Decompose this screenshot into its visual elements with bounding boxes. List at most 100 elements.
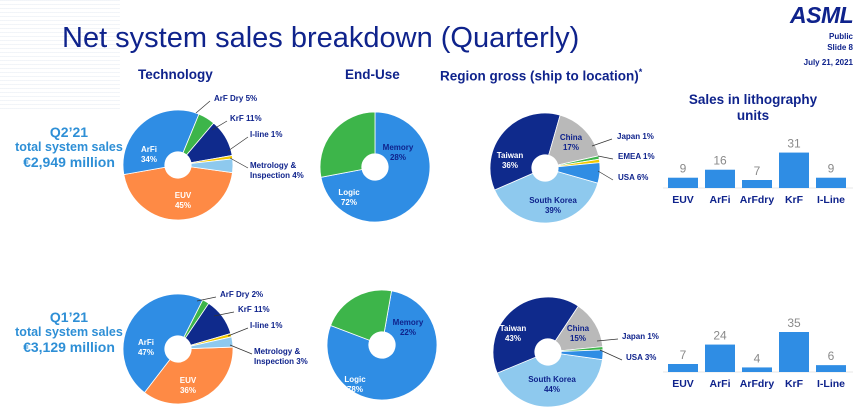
pie-slice-taiwan — [492, 296, 579, 374]
pie-slice-taiwan — [489, 112, 561, 191]
footnote-mark: * — [638, 67, 643, 77]
asml-logo: ASML — [790, 2, 854, 28]
bar-arfi — [705, 169, 735, 188]
bar-category-euv: EUV — [672, 378, 694, 390]
bar-chart-q1-21: 7 EUV 24 ArFi 4 ArFdry 35 KrF 6 I-Line — [663, 316, 853, 390]
classification-label: Public — [828, 32, 853, 41]
pie-slice-south-korea — [496, 353, 603, 408]
bar-value-i-line: 9 — [828, 162, 835, 176]
pie-label-usa: USA 3% — [626, 353, 656, 362]
pie-label-euv: EUV 45% — [175, 191, 192, 210]
bar-arfi — [705, 344, 735, 372]
bar-category-arfi: ArFi — [710, 194, 731, 206]
pie-slice-arfi — [122, 293, 204, 394]
bar-value-arfi: 24 — [713, 329, 727, 343]
leader-line — [596, 338, 619, 342]
pie-slice-logic — [320, 111, 431, 223]
pie-slice-euv — [123, 166, 233, 221]
pie-region-gross-ship-to-location-q1-21: South Korea 44% Taiwan 43% China 15% Japan 1% U… — [492, 296, 659, 408]
leader-line — [597, 155, 614, 160]
pie-technology-q2-21: EUV 45% ArFi 34% ArF Dry 5% KrF 11% I-line 1% M… — [122, 94, 304, 221]
leader-line — [211, 120, 228, 131]
pie-label-memory: Memory 28% — [383, 143, 414, 162]
pie-label-arfi: ArFi 47% — [138, 338, 154, 357]
bar-value-euv: 9 — [680, 162, 687, 176]
leader-line — [196, 296, 217, 302]
background-lines — [0, 0, 120, 110]
pie-label-metrology: Metrology & Inspection 3% — [254, 347, 308, 366]
pie-label-emea: EMEA 1% — [618, 152, 655, 161]
q1-label: Q1’21 total system sales €3,129 million — [8, 309, 130, 355]
q1-subtitle: total system sales — [15, 325, 123, 339]
pie-label-japan: Japan 1% — [617, 132, 654, 141]
bar-i-line — [816, 177, 846, 188]
bar-chart-q2-21: 9 EUV 16 ArFi 7 ArFdry 31 KrF 9 I-Line — [663, 137, 853, 206]
page-title: Net system sales breakdown (Quarterly) — [62, 22, 580, 54]
bar-category-i-line: I-Line — [817, 378, 845, 390]
bar-i-line — [816, 365, 846, 372]
bar-value-euv: 7 — [680, 348, 687, 362]
pie-slice-memory — [330, 289, 393, 341]
bar-category-arfi: ArFi — [710, 378, 731, 390]
bar-category-i-line: I-Line — [817, 194, 845, 206]
pie-label-usa: USA 6% — [618, 173, 648, 182]
pie-slice-metrology — [190, 158, 234, 174]
end-use-heading: End-Use — [345, 67, 400, 82]
pie-label-metrology: Metrology & Inspection 4% — [250, 161, 304, 180]
q2-period: Q2’21 — [49, 124, 89, 140]
q2-label: Q2’21 total system sales €2,949 million — [8, 124, 130, 170]
pie-label-arf-dry: ArF Dry 5% — [214, 94, 257, 103]
pie-label-china: China 17% — [560, 133, 583, 152]
pie-label-i-line: I-line 1% — [250, 321, 282, 330]
slide-number: Slide 8 — [827, 43, 853, 52]
pie-label-memory: Memory 22% — [393, 318, 424, 337]
pie-slice-metrology — [190, 336, 234, 349]
technology-heading: Technology — [138, 67, 213, 82]
pie-label-arfi: ArFi 34% — [141, 145, 157, 164]
pie-label-japan: Japan 1% — [622, 332, 659, 341]
pie-end-use-q2-21: Logic 72% Memory 28% — [319, 111, 431, 223]
bar-category-arfdry: ArFdry — [740, 378, 775, 390]
bar-euv — [668, 364, 698, 372]
bar-category-arfdry: ArFdry — [740, 194, 775, 206]
pie-label-i-line: I-line 1% — [250, 130, 282, 139]
pie-label-logic: Logic 72% — [338, 188, 360, 207]
pie-slice-memory — [319, 111, 376, 178]
bar-euv — [668, 177, 698, 188]
q2-subtitle: total system sales — [15, 140, 123, 154]
leader-line — [597, 170, 614, 181]
bar-value-arfdry: 4 — [754, 351, 761, 365]
pie-slice-arfi — [122, 109, 200, 176]
units-heading: Sales in lithography units — [688, 92, 818, 123]
pie-slice-south-korea — [494, 171, 599, 224]
pie-technology-q1-21: EUV 36% ArFi 47% ArF Dry 2% KrF 11% I-line 1% M… — [122, 290, 308, 405]
bar-category-krf: KrF — [785, 378, 804, 390]
leader-line — [195, 100, 211, 114]
leader-line — [227, 136, 249, 152]
pie-slice-china — [548, 114, 600, 166]
bar-value-arfi: 16 — [713, 154, 727, 168]
bar-arfdry — [742, 367, 772, 372]
leader-line — [227, 327, 249, 337]
pie-label-arf-dry: ArF Dry 2% — [220, 290, 263, 299]
bar-krf — [779, 152, 809, 188]
pie-region-gross-ship-to-location-q2-21: South Korea 39% Taiwan 36% China 17% Japan 1% E… — [489, 112, 655, 224]
pie-label-taiwan: Taiwan 43% — [500, 324, 527, 343]
leader-line — [591, 138, 613, 147]
pie-label-south-korea: South Korea 39% — [529, 196, 577, 215]
bar-krf — [779, 332, 809, 372]
pie-end-use-q1-21: Logic 78% Memory 22% — [326, 289, 438, 401]
q2-amount: €2,949 million — [23, 154, 115, 170]
q1-amount: €3,129 million — [23, 339, 115, 355]
slide-date: July 21, 2021 — [803, 58, 853, 67]
leader-line — [229, 344, 253, 355]
bar-category-krf: KrF — [785, 194, 804, 206]
leader-line — [599, 349, 623, 361]
pie-slice-euv — [143, 346, 234, 405]
bar-value-krf: 35 — [787, 316, 801, 330]
pie-label-taiwan: Taiwan 36% — [497, 151, 524, 170]
q1-period: Q1’21 — [49, 309, 89, 325]
bar-arfdry — [742, 180, 772, 188]
pie-slice-usa — [560, 349, 604, 361]
pie-slice-logic — [326, 290, 438, 401]
